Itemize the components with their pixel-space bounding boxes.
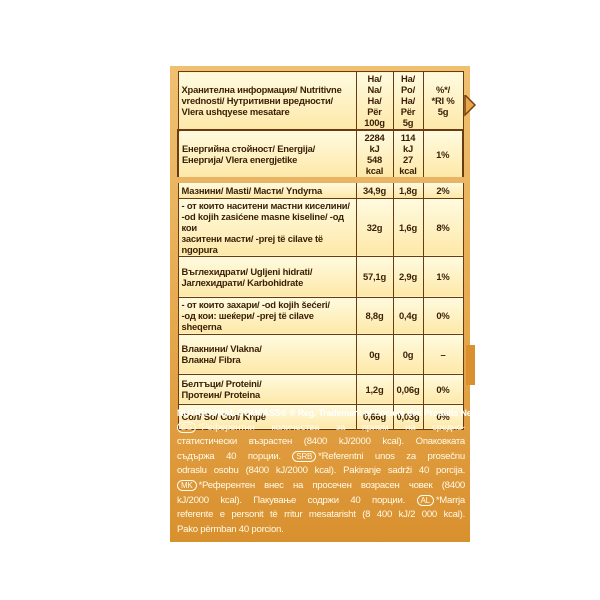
cell-value: 0g <box>355 333 394 375</box>
cell-value: На/ Po/ На/ Për 5g <box>392 71 424 131</box>
footer-text: odraslu osobu (8400 kJ/2000 kcal). Pakir… <box>177 465 465 477</box>
row-label: Влакнини/ Vlakna/ Влакна/ Fibra <box>177 333 357 375</box>
footer-text: статистически възрастен (8400 kJ/2000 kc… <box>177 436 465 448</box>
footer-line: MK *Референтен внес на просечен возрасен … <box>177 479 465 494</box>
cell-value: – <box>422 333 464 375</box>
cell-value: На/ Na/ На/ Për 100g <box>355 71 394 131</box>
cell-value: 0,4g <box>392 296 424 335</box>
footer-line: odraslu osobu (8400 kJ/2000 kcal). Pakir… <box>177 464 465 479</box>
table-row: Сол/ So/ Сол/ Kripë 0,66g 0,03g 0% <box>177 403 464 430</box>
footer-line: NUTRITIONAL COMPASS® ® Reg. Trademark of… <box>177 406 505 421</box>
row-label: Белтъци/ Proteini/ Протеин/ Proteina <box>177 373 357 405</box>
cell-value: 2% <box>422 177 464 199</box>
cell-value: 57,1g <box>355 255 394 298</box>
footer-text: kJ/2000 kcal). Пакување содржи 40 порции… <box>177 494 417 506</box>
country-badge: AL <box>416 494 434 506</box>
cell-value: 2284 kJ 548 kcal <box>355 129 394 181</box>
cell-value: 114 kJ 27 kcal <box>392 129 424 181</box>
cell-value: 34,9g <box>355 177 394 199</box>
footer-text: Pako përmban 40 porcion. <box>177 523 284 535</box>
table-row: Въглехидрати/ Ugljeni hidrati/ Јаглехидр… <box>177 255 464 298</box>
row-label: - от които захари/ -od kojih šećeri/ -од… <box>177 296 357 335</box>
footer-line: BG *Референтни количества за прием на сре… <box>177 421 465 436</box>
footer-line: kJ/2000 kcal). Пакување содржи 40 порции… <box>177 494 465 509</box>
footer-text: *Marrja <box>435 494 465 506</box>
footer-text: *Референтни количества за прием на средн… <box>198 421 465 433</box>
country-badge: MK <box>177 479 197 491</box>
table-row: Белтъци/ Proteini/ Протеин/ Proteina 1,2g… <box>177 373 464 405</box>
nutrition-table: Хранителна информация/ Nutritivne vredno… <box>177 71 464 430</box>
footer-line: Pako përmban 40 porcion. <box>177 523 465 538</box>
footer-text: *Referentni unos za prosečnu <box>318 450 465 462</box>
country-badge: SRB <box>292 450 317 462</box>
table-row: - от които захари/ -od kojih šećeri/ -од… <box>177 296 464 335</box>
cell-value: 0,06g <box>392 373 424 405</box>
footer-text: NUTRITIONAL COMPASS® ® Reg. Trademark of… <box>177 408 505 418</box>
cell-value: 2,9g <box>392 255 424 298</box>
table-row: - от които наситени мастни киселини/ -od… <box>177 197 464 257</box>
row-label: Хранителна информация/ Nutritivne vredno… <box>177 71 357 131</box>
table-row: Енергийна стойност/ Energija/ Енергија/ … <box>177 129 464 181</box>
country-badge: BG <box>177 421 197 433</box>
cell-value: 0,66g <box>355 403 394 430</box>
cell-value: 8,8g <box>355 296 394 335</box>
row-label: - от които наситени мастни киселини/ -od… <box>177 197 357 257</box>
cell-value: 1,6g <box>392 197 424 257</box>
row-label: Въглехидрати/ Ugljeni hidrati/ Јаглехидр… <box>177 255 357 298</box>
cell-value: 0% <box>422 373 464 405</box>
footer: NUTRITIONAL COMPASS® ® Reg. Trademark of… <box>177 406 505 538</box>
cell-value: 32g <box>355 197 394 257</box>
cell-value: 0g <box>392 333 424 375</box>
footer-text: съдържа 40 порции. <box>177 450 293 462</box>
cell-value: %*/ *RI % 5g <box>422 71 464 131</box>
table-row: Хранителна информация/ Nutritivne vredno… <box>177 71 464 131</box>
row-label: Сол/ So/ Сол/ Kripë <box>177 403 357 430</box>
cell-value: 0% <box>422 296 464 335</box>
footer-text: *Референтен внес на просечен возрасен чо… <box>198 479 466 491</box>
cell-value: 1,8g <box>392 177 424 199</box>
cell-value: 8% <box>422 197 464 257</box>
table-row: Мазнини/ Masti/ Масти/ Yndyrna 34,9g 1,8g 2… <box>177 177 464 199</box>
cell-value: 1,2g <box>355 373 394 405</box>
table-row: Влакнини/ Vlakna/ Влакна/ Fibra 0g 0g – <box>177 333 464 375</box>
row-label: Мазнини/ Masti/ Масти/ Yndyrna <box>177 177 357 199</box>
footer-text: referente e personit të rritur mesataris… <box>177 509 465 521</box>
cell-value: 1% <box>422 255 464 298</box>
edge-decoration <box>464 95 477 385</box>
row-label: Енергийна стойност/ Energija/ Енергија/ … <box>177 129 357 181</box>
footer-line: съдържа 40 порции. SRB *Referentni unos z… <box>177 450 465 465</box>
footer-line: referente e personit të rritur mesataris… <box>177 508 465 523</box>
footer-line: статистически възрастен (8400 kJ/2000 kc… <box>177 435 465 450</box>
cell-value: 1% <box>422 129 464 181</box>
cell-value: 0% <box>422 403 464 430</box>
